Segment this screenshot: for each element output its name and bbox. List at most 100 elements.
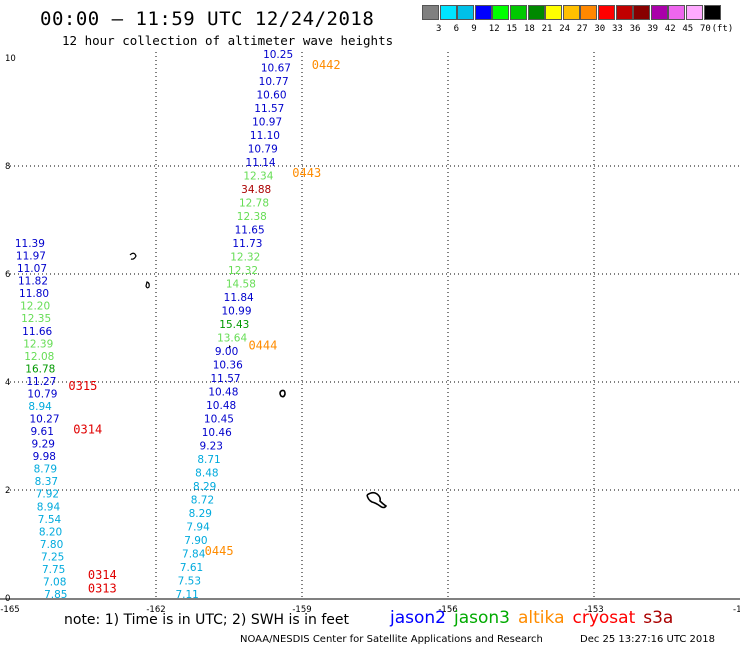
legend-label: (ft) — [711, 24, 734, 34]
swh-value: 7.11 — [175, 589, 198, 601]
swh-value: 10.25 — [263, 49, 293, 61]
legend-swatch — [527, 5, 545, 20]
y-tick-label: 4 — [5, 378, 10, 388]
swh-value: 8.20 — [39, 526, 62, 538]
swh-value: 8.71 — [197, 454, 220, 466]
swh-value: 12.34 — [243, 171, 273, 183]
x-tick-label: -153 — [584, 605, 603, 615]
swh-value: 12.78 — [239, 198, 269, 210]
swh-value: 10.97 — [252, 117, 282, 129]
swh-value: 7.54 — [38, 514, 62, 526]
swh-value: 11.10 — [250, 130, 280, 142]
swh-value: 10.60 — [256, 90, 286, 102]
swh-value: 12.08 — [24, 351, 54, 363]
x-tick-label: -165 — [0, 605, 19, 615]
swh-value: 11.57 — [211, 373, 241, 385]
swh-value: 9.29 — [32, 439, 55, 451]
swh-value: 8.94 — [37, 501, 61, 513]
legend-label: 42 — [664, 24, 676, 34]
swh-value: 10.79 — [27, 388, 57, 400]
island-shape — [145, 281, 150, 289]
satellite-legend: jason2 jason3 altika cryosat s3a — [390, 608, 681, 628]
satellite-name: s3a — [643, 608, 674, 628]
legend-swatch — [668, 5, 686, 20]
swh-value: 13.64 — [217, 333, 247, 345]
swh-value: 11.80 — [19, 288, 49, 300]
pass-label: 0442 — [312, 58, 341, 72]
swh-value: 11.66 — [22, 326, 52, 338]
legend-label: 21 — [541, 24, 553, 34]
satellite-name: jason3 — [454, 608, 510, 628]
legend-label: 12 — [488, 24, 500, 34]
swh-value: 7.90 — [184, 535, 207, 547]
legend-label: 3 — [436, 24, 442, 34]
y-tick-label: 2 — [5, 486, 10, 496]
swh-value: 7.84 — [182, 549, 206, 561]
legend-label: 24 — [559, 24, 571, 34]
legend-swatch — [703, 5, 721, 20]
swh-value: 10.67 — [261, 63, 291, 75]
swh-value: 10.46 — [202, 427, 232, 439]
island-shape — [129, 252, 137, 260]
island-shape — [366, 491, 388, 509]
legend-label: 15 — [506, 24, 518, 34]
swh-value: 10.48 — [208, 387, 238, 399]
swh-value: 7.25 — [41, 551, 64, 563]
swh-value: 11.57 — [254, 103, 284, 115]
swh-value: 16.78 — [25, 363, 55, 375]
swh-value: 7.85 — [44, 589, 67, 601]
legend-label: 6 — [453, 24, 460, 34]
legend-label: 33 — [612, 24, 623, 34]
swh-value: 7.08 — [43, 576, 66, 588]
legend-swatch — [562, 5, 580, 20]
y-tick-label: 6 — [5, 270, 10, 280]
x-tick-label: -162 — [146, 605, 165, 615]
island-shape — [229, 345, 231, 348]
map-title: 00:00 – 11:59 UTC 12/24/2018 — [40, 8, 375, 30]
swh-value: 8.29 — [189, 508, 212, 520]
swh-value: 9.23 — [200, 441, 223, 453]
legend-label: 39 — [647, 24, 659, 34]
legend-swatch — [598, 5, 615, 20]
swh-value: 9.61 — [31, 426, 54, 438]
swh-value: 7.75 — [42, 564, 65, 576]
legend-swatch — [492, 5, 510, 20]
pass-label: 0314 — [88, 568, 117, 582]
swh-value: 11.82 — [18, 276, 48, 288]
pass-label: 0443 — [292, 166, 321, 180]
swh-value: 14.58 — [226, 279, 256, 291]
swh-value: 12.38 — [237, 211, 267, 223]
legend-swatch — [439, 5, 457, 20]
legend-swatch — [650, 5, 668, 20]
swh-value: 11.97 — [16, 251, 46, 263]
swh-value: 11.07 — [17, 263, 47, 275]
legend-swatch — [686, 5, 703, 20]
swh-value: 7.94 — [186, 522, 210, 534]
island-shape — [279, 389, 286, 398]
satellite-name: jason2 — [390, 608, 446, 628]
swh-value: 8.94 — [28, 401, 52, 413]
swh-value: 11.65 — [235, 225, 265, 237]
swh-value: 10.27 — [29, 414, 59, 426]
pass-label: 0315 — [68, 379, 97, 393]
swh-value: 7.92 — [36, 489, 59, 501]
legend-label: 30 — [594, 24, 606, 34]
pass-label: 0313 — [88, 582, 117, 596]
satellite-name: altika — [518, 608, 565, 628]
swh-value: 10.99 — [221, 306, 251, 318]
credit-text: NOAA/NESDIS Center for Satellite Applica… — [240, 634, 543, 645]
swh-value: 7.61 — [180, 562, 203, 574]
legend-swatch — [510, 5, 527, 20]
swh-value: 11.39 — [15, 238, 45, 250]
swh-value: 8.72 — [191, 495, 214, 507]
pass-label: 0444 — [248, 339, 277, 353]
swh-value: 10.36 — [213, 360, 243, 372]
swh-value: 12.32 — [228, 265, 258, 277]
swh-value: 7.53 — [178, 576, 201, 588]
swh-value: 10.79 — [248, 144, 278, 156]
pass-label: 0314 — [73, 422, 102, 436]
swh-value: 9.98 — [33, 451, 56, 463]
legend-label: 9 — [471, 24, 477, 34]
swh-value: 10.45 — [204, 414, 234, 426]
